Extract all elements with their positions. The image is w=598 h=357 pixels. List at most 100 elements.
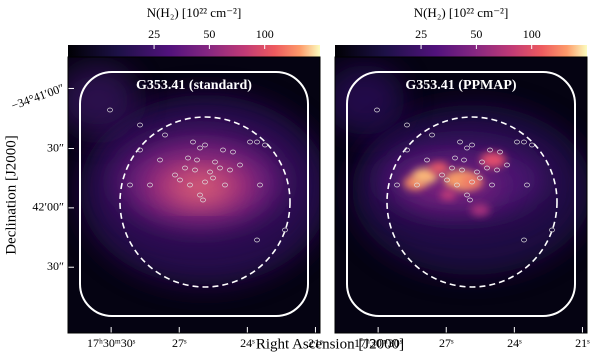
- source: [147, 182, 153, 188]
- source: [452, 155, 458, 161]
- map: [68, 57, 320, 333]
- source: [459, 167, 465, 173]
- source: [202, 179, 208, 185]
- emission: [172, 174, 228, 202]
- source: [157, 157, 163, 163]
- source: [514, 139, 520, 145]
- source: [549, 227, 555, 233]
- colorbar: [68, 45, 320, 57]
- source: [200, 197, 206, 203]
- source: [404, 147, 410, 153]
- y-axis-label: Declination [J2000]: [3, 135, 19, 255]
- source: [172, 172, 178, 178]
- source: [207, 169, 213, 175]
- y-tick-label: 30″: [47, 259, 64, 273]
- source: [254, 139, 260, 145]
- source: [257, 182, 263, 188]
- source: [185, 155, 191, 161]
- source: [394, 182, 400, 188]
- source: [457, 139, 463, 145]
- source: [504, 162, 510, 168]
- source: [529, 142, 535, 148]
- source: [424, 157, 430, 163]
- y-tick-label: 42′00″: [32, 200, 64, 214]
- source: [247, 139, 253, 145]
- source: [254, 237, 260, 243]
- source: [467, 197, 473, 203]
- source: [521, 139, 527, 145]
- source: [449, 165, 455, 171]
- emission-knot: [480, 152, 506, 168]
- source: [454, 182, 460, 188]
- source: [202, 142, 208, 148]
- x-tick-label: 17ʰ30ᵐ30ˢ: [354, 336, 403, 350]
- source: [230, 149, 236, 155]
- source: [197, 145, 203, 151]
- map: [335, 57, 587, 333]
- source: [190, 139, 196, 145]
- beam-circle: [386, 116, 558, 288]
- source: [489, 182, 495, 188]
- beam-circle: [119, 116, 291, 288]
- contour: [79, 71, 309, 317]
- frame: [67, 56, 321, 334]
- source: [484, 165, 490, 171]
- emission-knot: [440, 190, 456, 200]
- x-tick-label: 21ˢ: [575, 336, 590, 350]
- colorbar-tick-label: 100: [256, 27, 274, 41]
- source: [137, 122, 143, 128]
- source: [404, 122, 410, 128]
- source: [107, 107, 113, 113]
- colorbar-label: N(H₂) [10²² cm⁻²]: [414, 5, 509, 20]
- source: [220, 147, 226, 153]
- source: [494, 167, 500, 173]
- source: [210, 175, 216, 181]
- x-axis-label: Right Ascension [J2000]: [256, 336, 404, 352]
- source: [464, 145, 470, 151]
- source: [461, 157, 467, 163]
- source: [177, 177, 183, 183]
- x-tick-label: 27ˢ: [172, 336, 187, 350]
- emission: [68, 65, 138, 135]
- panel-title: G353.41 (standard): [136, 78, 252, 93]
- panel-title: G353.41 (PPMAP): [405, 78, 517, 93]
- source: [487, 147, 493, 153]
- emission: [335, 65, 405, 135]
- source: [444, 177, 450, 183]
- emission-knot: [429, 162, 449, 174]
- source: [127, 182, 133, 188]
- source: [474, 169, 480, 175]
- source: [222, 182, 228, 188]
- source: [469, 179, 475, 185]
- colorbar-label: N(H₂) [10²² cm⁻²]: [147, 5, 242, 20]
- colorbar-tick-label: 25: [415, 27, 427, 41]
- source: [137, 147, 143, 153]
- colorbar-tick-label: 50: [470, 27, 482, 41]
- source: [439, 172, 445, 178]
- source: [182, 165, 188, 171]
- colorbar-tick-label: 50: [203, 27, 215, 41]
- colorbar-tick-label: 25: [148, 27, 160, 41]
- emission-knot: [460, 175, 484, 189]
- frame: [334, 56, 588, 334]
- source: [262, 142, 268, 148]
- x-tick-label: 17ʰ30ᵐ30ˢ: [87, 336, 136, 350]
- source: [237, 162, 243, 168]
- source: [414, 182, 420, 188]
- y-tick-label: 30″: [47, 140, 64, 154]
- source: [479, 159, 485, 165]
- x-tick-label: 27ˢ: [439, 336, 454, 350]
- source: [469, 142, 475, 148]
- x-tick-label: 21ˢ: [308, 336, 323, 350]
- source: [477, 175, 483, 181]
- source: [521, 237, 527, 243]
- colorbar: [335, 45, 587, 57]
- source: [192, 167, 198, 173]
- y-tick-label: −34°41′00″: [9, 81, 66, 113]
- source: [374, 107, 380, 113]
- source: [497, 149, 503, 155]
- source: [464, 192, 470, 198]
- source: [162, 132, 168, 138]
- source: [187, 182, 193, 188]
